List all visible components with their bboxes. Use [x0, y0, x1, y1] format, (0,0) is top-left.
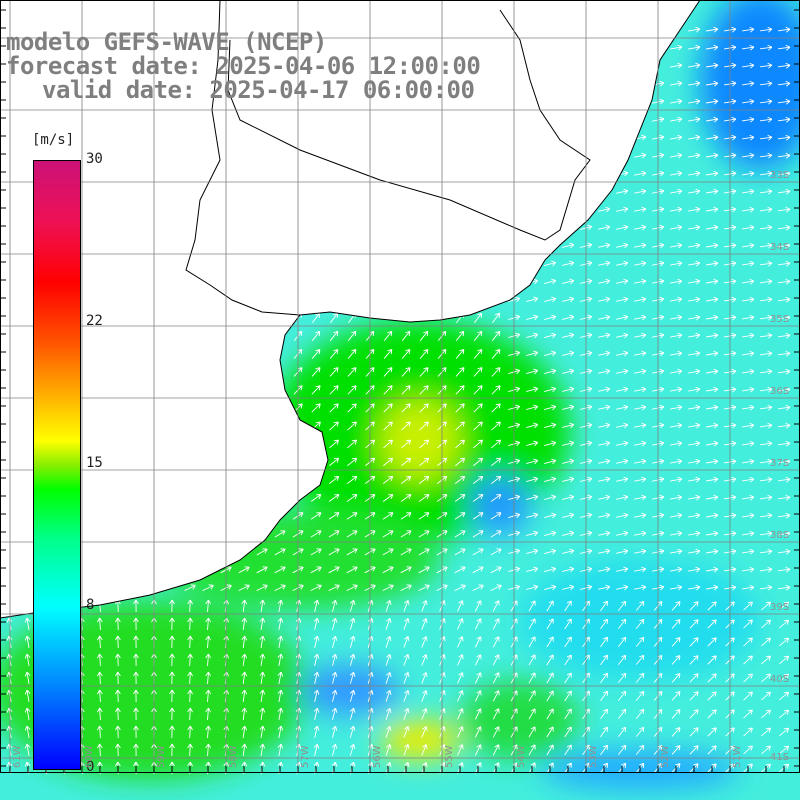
- latitude-label: 38S: [770, 530, 790, 541]
- latitude-label: 36S: [770, 386, 790, 397]
- lat-lon-grid: [0, 0, 800, 772]
- latitude-label: 35S: [770, 314, 790, 325]
- colorbar: [33, 160, 81, 770]
- longitude-label: 58W: [228, 745, 239, 768]
- coastline: [0, 0, 701, 619]
- colorbar-tick-label: 22: [86, 313, 103, 330]
- latitude-label: 34S: [770, 242, 790, 253]
- land-mass: [0, 0, 700, 618]
- longitude-label: 54W: [516, 745, 527, 768]
- colorbar-tick-label: 15: [86, 455, 103, 471]
- title-valid-date: valid date: 2025-04-17 06:00:00: [42, 76, 475, 104]
- longitude-label: 55W: [444, 745, 455, 768]
- longitude-label: 59W: [156, 745, 167, 768]
- latitude-label: 39S: [770, 602, 790, 613]
- latitude-label: 40S: [770, 674, 790, 685]
- latitude-label: 37S: [770, 458, 790, 469]
- longitude-label: 56W: [372, 745, 383, 768]
- longitude-label: 57W: [300, 745, 311, 768]
- longitude-label: 51W: [732, 745, 743, 768]
- colorbar-tick-label: 30: [86, 151, 103, 167]
- colorbar-unit: [m/s]: [32, 132, 75, 148]
- colorbar-tick-label: 0: [86, 759, 95, 775]
- colorbar-tick-label: 8: [86, 596, 95, 613]
- title-model: modelo GEFS-WAVE (NCEP): [6, 28, 327, 56]
- river-plate-outline: [185, 0, 591, 316]
- longitude-label: 60W: [84, 745, 95, 768]
- title-forecast-date: forecast date: 2025-04-06 12:00:00: [6, 52, 481, 80]
- latitude-label: 41S: [770, 752, 790, 763]
- longitude-label: 52W: [660, 745, 671, 768]
- wind-arrows: [6, 26, 791, 775]
- latitude-label: 33S: [770, 170, 790, 181]
- longitude-label: 53W: [588, 745, 599, 768]
- longitude-label: 61W: [12, 745, 23, 768]
